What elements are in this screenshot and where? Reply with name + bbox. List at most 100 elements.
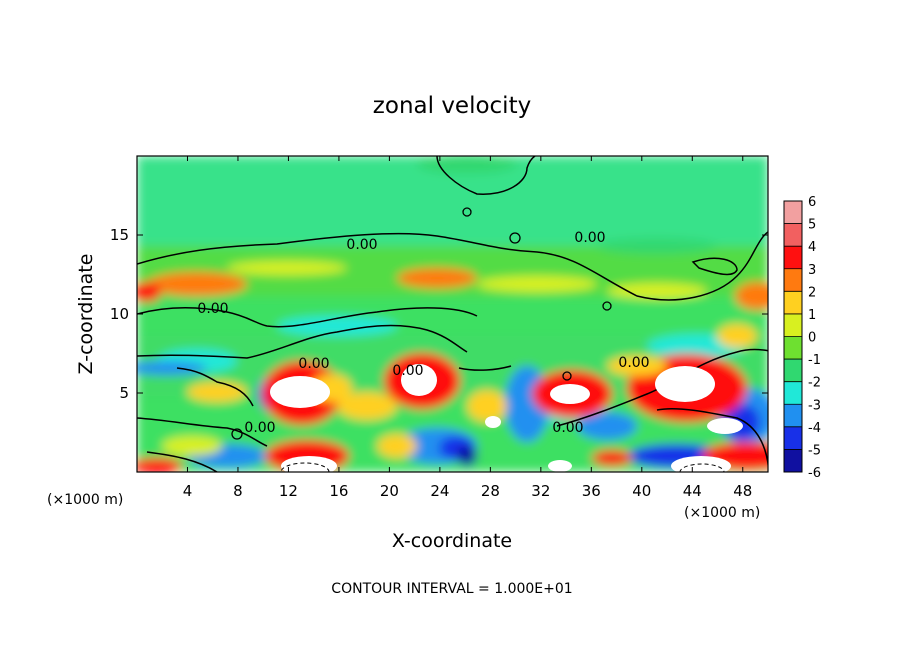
contour-label: 0.00: [346, 237, 377, 253]
colorbar-swatch: [784, 223, 802, 247]
colorbar-tick-label: -3: [808, 398, 821, 413]
velocity-blob: [735, 282, 768, 310]
colorbar-swatch: [784, 201, 802, 224]
contour-label: 0.00: [618, 355, 649, 371]
velocity-blob: [717, 324, 757, 348]
zero-contour-island: [602, 301, 612, 311]
x-tick-label: 32: [531, 482, 550, 500]
velocity-blob: [457, 446, 477, 466]
velocity-blob: [607, 283, 707, 299]
zero-contour-line: [137, 324, 468, 359]
x-tick-label: 48: [733, 482, 752, 500]
velocity-blob: [277, 316, 397, 336]
velocity-blob: [337, 392, 397, 420]
x-tick-label: 4: [183, 482, 193, 500]
zero-contour-line: [436, 156, 536, 195]
saturated-core: [671, 456, 731, 472]
velocity-blob: [477, 276, 597, 292]
contour-labels: 0.00 0.00 0.00 0.00 0.00 0.00 0.00 0.00: [197, 230, 649, 436]
y-tick-label: 15: [110, 226, 129, 244]
colorbar: 6 5 4 3 2 1 0 -1 -2 -3 -4 -5 -6: [783, 195, 821, 481]
velocity-blob: [377, 434, 417, 458]
velocity-blob: [162, 436, 222, 456]
x-tick-label: 20: [380, 482, 399, 500]
zero-contour-line: [458, 365, 512, 371]
zero-contour-island: [509, 232, 521, 244]
y-axis-label: Z-coordinate: [75, 254, 97, 375]
zero-contour-line: [137, 307, 478, 328]
zero-contour-island: [462, 207, 472, 217]
x-tick-label: 40: [632, 482, 651, 500]
zero-contour-line: [146, 451, 218, 472]
saturated-core: [401, 364, 437, 396]
zero-contour-island: [562, 371, 572, 381]
colorbar-tick-label: 4: [808, 240, 816, 255]
contour-label: 0.00: [197, 301, 228, 317]
colorbar-swatch: [784, 291, 802, 314]
colorbar-swatch: [784, 336, 802, 360]
x-axis: 4 8 12 16 20 24 28 32 36 40 44 48: [183, 156, 752, 500]
colorbar-swatch: [784, 449, 802, 472]
velocity-blob: [137, 361, 207, 375]
colorbar-tick-label: -1: [808, 353, 821, 368]
y-axis: 5 10 15: [110, 226, 768, 402]
contour-label: 0.00: [298, 356, 329, 372]
saturated-core: [707, 418, 743, 434]
colorbar-tick-label: 6: [808, 195, 816, 210]
x-tick-label: 12: [279, 482, 298, 500]
velocity-blob: [417, 156, 517, 174]
x-tick-label: 16: [329, 482, 348, 500]
x-tick-label: 44: [683, 482, 702, 500]
colorbar-tick-label: 5: [808, 218, 816, 233]
velocity-blob: [592, 450, 632, 466]
colorbar-tick-label: 1: [808, 308, 816, 323]
velocity-blob: [137, 458, 182, 472]
y-tick-label: 5: [119, 384, 129, 402]
colorbar-swatch: [784, 268, 802, 292]
x-unit-right: (×1000 m): [684, 505, 760, 521]
velocity-blob: [577, 412, 637, 440]
colorbar-swatch: [784, 381, 802, 405]
colorbar-swatch: [784, 313, 802, 337]
x-unit-left: (×1000 m): [47, 492, 123, 508]
zero-contour-line: [691, 257, 738, 276]
velocity-blob: [467, 390, 507, 422]
contour-interval-note: CONTOUR INTERVAL = 1.000E+01: [331, 581, 572, 597]
x-tick-label: 36: [582, 482, 601, 500]
x-tick-label: 8: [233, 482, 243, 500]
colorbar-tick-label: 3: [808, 263, 816, 278]
y-tick-label: 10: [110, 305, 129, 323]
saturated-core: [281, 456, 337, 472]
colorbar-tick-label: -5: [808, 443, 821, 458]
colorbar-tick-label: 0: [808, 331, 816, 346]
colorbar-tick-label: -2: [808, 376, 821, 391]
colorbar-swatch: [784, 246, 802, 269]
velocity-blob: [607, 356, 667, 376]
zero-contours: [137, 156, 768, 472]
colorbar-tick-label: 2: [808, 285, 816, 300]
x-axis-label: X-coordinate: [392, 530, 512, 552]
zero-contour-line: [137, 417, 268, 447]
saturated-core: [550, 384, 590, 404]
saturated-core: [655, 366, 715, 402]
velocity-blob: [137, 282, 161, 302]
zero-contour-island: [231, 428, 243, 440]
colorbar-tick-label: -4: [808, 421, 821, 436]
saturated-core: [548, 460, 572, 472]
velocity-blob: [597, 238, 717, 254]
contour-label: 0.00: [392, 363, 423, 379]
colorbar-swatch: [784, 359, 802, 382]
plot-area: [137, 156, 768, 472]
velocity-blob: [147, 272, 247, 296]
zero-contour-line: [176, 367, 254, 407]
zero-contour-line: [656, 407, 768, 470]
x-tick-label: 28: [481, 482, 500, 500]
velocity-field: [137, 156, 768, 472]
chart-title: zonal velocity: [373, 93, 531, 119]
saturated-core: [270, 376, 330, 408]
contour-label: 0.00: [574, 230, 605, 246]
velocity-blob: [397, 268, 477, 288]
saturated-core: [485, 416, 501, 428]
colorbar-swatch: [784, 404, 802, 427]
